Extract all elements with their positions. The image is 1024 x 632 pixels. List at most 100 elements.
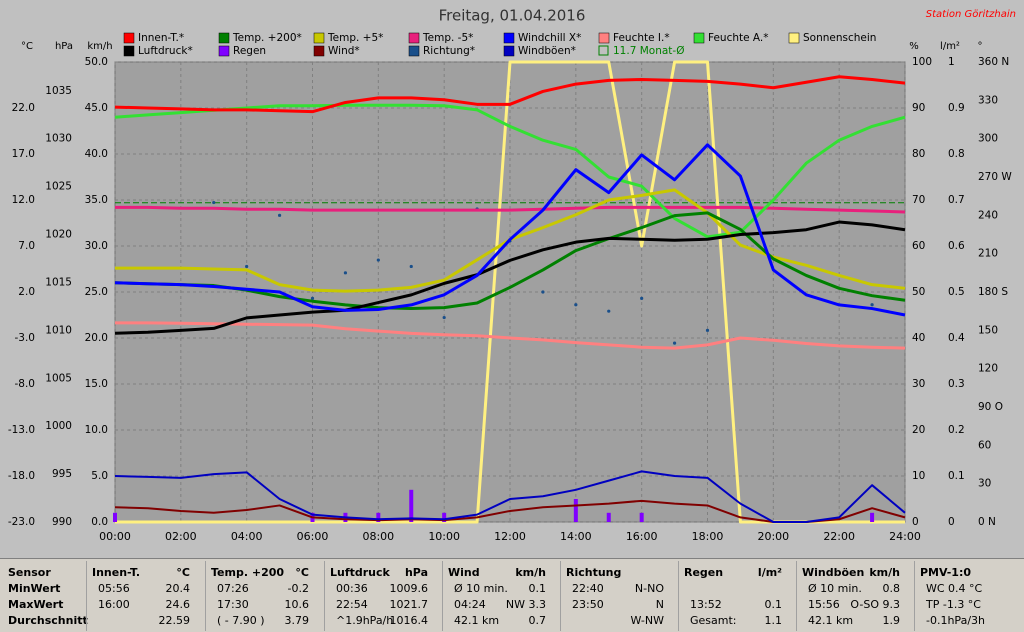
legend-label: Richtung*: [423, 45, 475, 57]
y-tick-label: 360 N: [978, 56, 1009, 68]
series-line: [114, 470, 906, 523]
y-tick-label: 990: [52, 516, 72, 528]
legend-label: Sonnenschein: [803, 32, 876, 44]
station: Station Göritzhain: [926, 9, 1016, 20]
cell-left: TP -1.3 °C: [926, 598, 981, 611]
direction-dot: [277, 213, 282, 217]
axis-unit: hPa: [55, 41, 73, 52]
y-tick-label: 0.3: [948, 378, 965, 390]
direction-dot: [376, 258, 380, 262]
cell-left: 42.1 km: [808, 614, 854, 627]
column-divider: [678, 561, 679, 631]
x-tick-label: 14:00: [560, 530, 592, 543]
column-divider: [796, 561, 797, 631]
legend-swatch: [218, 45, 230, 57]
x-tick-label: 22:00: [823, 530, 855, 543]
column-unit: °C: [295, 566, 309, 579]
cell-left: 42.1 km: [454, 614, 500, 627]
column-header: Wind: [448, 566, 480, 579]
rain-bar: [442, 512, 447, 522]
column-unit: hPa: [404, 566, 428, 579]
y-tick-label: 70: [912, 194, 925, 206]
rain-bar: [606, 512, 611, 522]
y-tick-label: 1000: [45, 420, 72, 432]
series-line: [114, 143, 906, 317]
y-tick-label: 35.0: [85, 194, 108, 206]
column-unit: km/h: [515, 566, 546, 579]
series-line: [114, 75, 906, 114]
y-tick-label: 0.7: [948, 194, 965, 206]
y-tick-label: 40.0: [85, 148, 108, 160]
cell-right: 22.59: [158, 614, 191, 627]
y-tick-label: 1: [948, 56, 955, 68]
direction-dot: [409, 264, 413, 269]
column-header: PMV-1:0: [920, 566, 971, 579]
stats-table: Sensor MinWert MaxWert Durchschnitt Innen-T.…: [0, 558, 1024, 632]
direction-dot: [245, 264, 249, 269]
y-tick-label: 20.0: [85, 332, 108, 344]
y-tick-label: 1030: [45, 133, 72, 145]
y-tick-label: 25.0: [85, 286, 108, 298]
cell-left: 15:56: [808, 598, 840, 611]
x-tick-label: 06:00: [297, 530, 329, 543]
axis-unit: °C: [21, 41, 33, 52]
y-tick-label: 0.2: [948, 424, 965, 436]
cell-left: 22:54: [336, 598, 368, 611]
y-tick-label: 0 N: [978, 516, 996, 528]
column-unit: km/h: [869, 566, 900, 579]
y-tick-label: 0.8: [948, 148, 965, 160]
cell-right: 24.6: [165, 598, 191, 611]
legend-swatch: [788, 32, 800, 44]
legend-swatch: [503, 32, 515, 44]
legend-swatch: [408, 32, 420, 44]
x-tick-label: 10:00: [428, 530, 460, 543]
y-tick-label: 0.9: [948, 102, 965, 114]
y-tick-label: 210: [978, 248, 998, 260]
row-label: MaxWert: [8, 598, 64, 611]
column-divider: [86, 561, 87, 631]
direction-dot: [574, 303, 578, 307]
direction-dot: [212, 200, 216, 205]
y-tick-label: 10.0: [85, 424, 108, 436]
y-tick-label: 50.0: [85, 56, 108, 68]
chart-title: Freitag, 01.04.2016: [439, 7, 586, 25]
direction-dot: [607, 309, 611, 313]
cell-right: 0.1: [528, 582, 547, 595]
legend-label: 11.7 Monat-Ø: [613, 45, 684, 57]
column-unit: °C: [176, 566, 190, 579]
x-tick-label: 24:00: [889, 530, 921, 543]
legend-swatch: [408, 45, 420, 57]
rain-bar: [376, 512, 381, 522]
direction-dot: [672, 341, 677, 345]
cell-right: 1021.7: [389, 598, 429, 611]
cell-left: -0.1hPa/3h: [926, 614, 985, 627]
axis-unit: l/m²: [940, 41, 960, 52]
x-tick-label: 02:00: [165, 530, 197, 543]
y-tick-label: 50: [912, 286, 925, 298]
cell-left: 23:50: [572, 598, 604, 611]
cell-right: 3.79: [284, 614, 310, 627]
x-tick-label: 20:00: [757, 530, 789, 543]
cell-left: 22:40: [572, 582, 604, 595]
rain-bar: [409, 489, 414, 522]
y-tick-label: 100: [912, 56, 932, 68]
cell-left: Ø 10 min.: [454, 582, 508, 595]
legend-swatch: [313, 45, 325, 57]
legend-label: Temp. +200*: [232, 32, 302, 44]
x-tick-label: 00:00: [99, 530, 131, 543]
legend-label: Temp. +5*: [327, 32, 383, 44]
y-tick-label: 0.0: [91, 516, 108, 528]
legend-swatch: [218, 32, 230, 44]
y-tick-label: -23.0: [8, 516, 35, 528]
legend-swatch: [313, 32, 325, 44]
y-tick-label: 120: [978, 363, 998, 375]
cell-right: W-NW: [630, 614, 664, 627]
cell-left: 17:30: [217, 598, 249, 611]
y-tick-label: 0.6: [948, 240, 965, 252]
legend-swatch: [693, 32, 705, 44]
row-label: Sensor: [8, 566, 51, 579]
legend-label: Windchill X*: [518, 32, 581, 44]
y-tick-label: 995: [52, 468, 72, 480]
y-tick-label: 90 O: [978, 401, 1003, 413]
